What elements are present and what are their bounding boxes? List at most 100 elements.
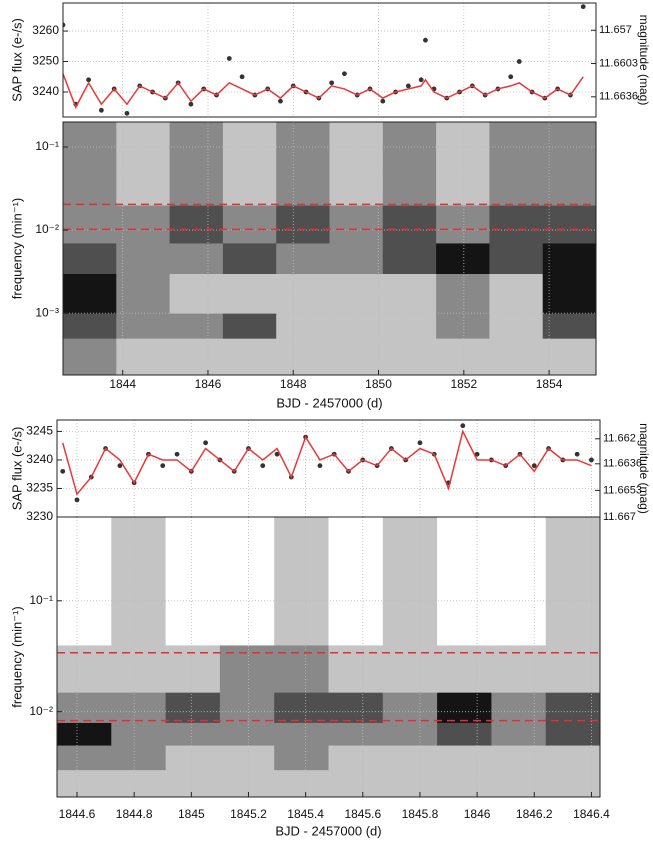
power-cell [489, 122, 544, 206]
power-cell [329, 338, 384, 375]
y2-tick-label: 11.667 [603, 511, 636, 523]
x-axis-label: BJD - 2457000 (d) [275, 823, 381, 838]
data-point [86, 77, 91, 83]
power-cell [222, 313, 277, 339]
plot-area [63, 3, 596, 117]
power-cell [382, 122, 437, 206]
data-point [160, 463, 166, 469]
y2-tick-label: 11.662 [603, 433, 636, 445]
power-cell [491, 769, 547, 797]
y2-axis-label: magnitude (mag) [637, 15, 651, 106]
x-axis-label: BJD - 2457000 (d) [276, 395, 382, 410]
data-point [580, 4, 586, 10]
y2-tick-label: 11.6636 [603, 458, 642, 470]
x-tick-label: 1845.8 [402, 807, 439, 821]
y-tick-label: 3235 [26, 481, 53, 495]
power-cell [545, 692, 600, 723]
plot-area [57, 517, 600, 797]
data-point [574, 451, 580, 457]
power-cell [63, 122, 117, 206]
power-cell [57, 692, 112, 723]
power-cell [382, 745, 438, 771]
power-cell [274, 692, 329, 723]
x-tick-label: 1844.6 [59, 807, 96, 821]
power-cell [545, 517, 600, 646]
x-tick-label: 1846 [464, 807, 491, 821]
power-cell [219, 722, 275, 746]
power-cell [542, 122, 596, 206]
data-point [260, 463, 266, 469]
power-cell [491, 692, 547, 723]
power-cell [545, 769, 600, 797]
power-cell [57, 722, 112, 746]
power-cell [219, 692, 275, 723]
plot-area [57, 420, 600, 517]
data-point [274, 451, 280, 457]
data-point [342, 71, 347, 77]
power-cell [222, 242, 277, 275]
power-cell [329, 242, 384, 275]
data-point [508, 74, 514, 80]
y-tick-label: 3230 [26, 509, 53, 523]
power-cell [57, 769, 112, 797]
power-cell [542, 313, 596, 339]
data-point [380, 98, 386, 104]
plot-frame [62, 121, 597, 376]
x-tick-label: 1845.6 [344, 807, 381, 821]
data-point [474, 451, 480, 457]
data-point [417, 440, 423, 446]
power-cell [57, 517, 112, 646]
power-cell [116, 313, 171, 339]
y-tick-label: 10⁻³ [35, 305, 59, 319]
power-cell [542, 338, 596, 375]
power-cell [169, 338, 224, 375]
y-tick-label: 3240 [32, 84, 59, 98]
power-cell [111, 517, 167, 646]
data-point [239, 74, 245, 80]
data-point [117, 463, 123, 469]
power-cell [219, 745, 275, 771]
power-cell [382, 273, 437, 314]
data-point [516, 59, 522, 64]
power-cell [329, 205, 384, 244]
power-cell [436, 273, 490, 314]
power-cell [276, 273, 330, 314]
power-cell [491, 722, 547, 746]
y2-tick-label: 11.6603 [599, 57, 638, 69]
data-point [423, 37, 428, 43]
power-cell [169, 205, 224, 244]
power-cell [382, 205, 437, 244]
power-cell [276, 338, 330, 375]
data-point [74, 497, 80, 503]
power-cell [169, 122, 224, 206]
model-line [61, 429, 592, 496]
power-cell [165, 722, 221, 746]
y-tick-label: 3260 [32, 23, 59, 37]
x-tick-label: 1852 [450, 377, 477, 391]
power-cell [219, 517, 275, 646]
data-point [203, 440, 209, 446]
data-point [317, 463, 323, 469]
power-cell [274, 517, 329, 646]
plot-frame [56, 516, 601, 798]
power-cell [111, 769, 167, 797]
power-cell [436, 205, 490, 244]
power-cell [328, 769, 384, 797]
power-cell [111, 692, 167, 723]
data-point [531, 463, 537, 469]
data-point [124, 110, 130, 116]
y2-tick-label: 11.6653 [603, 484, 642, 496]
y-axis-label: SAP flux (e-/s) [9, 18, 24, 102]
x-tick-label: 1846 [195, 377, 222, 391]
power-cell [276, 242, 330, 275]
plot-background [63, 3, 596, 117]
power-cell [542, 242, 596, 275]
model-line [63, 73, 584, 110]
power-cell [116, 338, 171, 375]
power-cell [111, 745, 167, 771]
power-cell [382, 242, 437, 275]
y-axis-label: SAP flux (e-/s) [9, 427, 24, 511]
power-cell [165, 517, 221, 646]
data-point [188, 101, 194, 107]
power-cell [63, 273, 117, 314]
